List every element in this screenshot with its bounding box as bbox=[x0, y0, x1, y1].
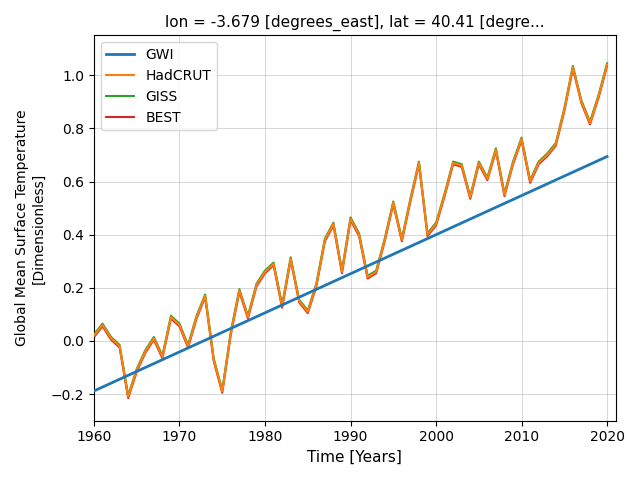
GWI bbox=[90, 388, 98, 394]
HadCRUT bbox=[406, 197, 414, 203]
GISS bbox=[218, 387, 226, 393]
BEST bbox=[604, 63, 611, 69]
HadCRUT bbox=[278, 303, 286, 309]
GWI bbox=[210, 334, 218, 339]
GISS bbox=[406, 196, 414, 202]
BEST bbox=[218, 390, 226, 396]
GWI bbox=[535, 185, 543, 191]
GISS bbox=[372, 268, 380, 274]
Line: GWI: GWI bbox=[94, 156, 607, 391]
BEST bbox=[406, 199, 414, 204]
GWI bbox=[604, 154, 611, 159]
HadCRUT bbox=[543, 152, 551, 158]
Legend: GWI, HadCRUT, GISS, BEST: GWI, HadCRUT, GISS, BEST bbox=[101, 42, 217, 130]
GISS bbox=[90, 332, 98, 337]
BEST bbox=[543, 154, 551, 159]
Title: lon = -3.679 [degrees_east], lat = 40.41 [degre...: lon = -3.679 [degrees_east], lat = 40.41… bbox=[165, 15, 545, 31]
HadCRUT bbox=[218, 389, 226, 395]
HadCRUT bbox=[604, 62, 611, 68]
GISS bbox=[278, 302, 286, 308]
GWI bbox=[398, 247, 406, 253]
Y-axis label: Global Mean Surface Temperature
[Dimensionless]: Global Mean Surface Temperature [Dimensi… bbox=[15, 110, 45, 347]
HadCRUT bbox=[90, 333, 98, 338]
BEST bbox=[278, 305, 286, 311]
GISS bbox=[604, 60, 611, 66]
GWI bbox=[269, 306, 277, 312]
GISS bbox=[124, 393, 132, 398]
BEST bbox=[90, 334, 98, 340]
GISS bbox=[543, 151, 551, 156]
GWI bbox=[193, 341, 200, 347]
HadCRUT bbox=[202, 293, 209, 299]
Line: HadCRUT: HadCRUT bbox=[94, 65, 607, 397]
HadCRUT bbox=[124, 394, 132, 400]
Line: GISS: GISS bbox=[94, 63, 607, 396]
GISS bbox=[202, 291, 209, 297]
BEST bbox=[372, 270, 380, 276]
BEST bbox=[202, 294, 209, 300]
Line: BEST: BEST bbox=[94, 66, 607, 398]
HadCRUT bbox=[372, 269, 380, 275]
BEST bbox=[124, 395, 132, 401]
X-axis label: Time [Years]: Time [Years] bbox=[307, 450, 403, 465]
GWI bbox=[364, 263, 371, 269]
